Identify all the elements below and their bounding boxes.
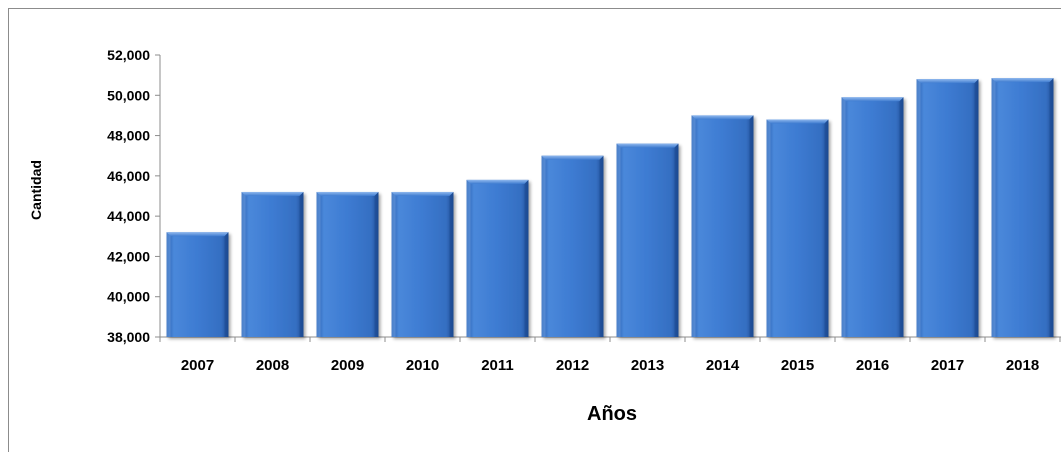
bar-body xyxy=(841,97,904,337)
bar xyxy=(241,191,304,337)
bar-cap xyxy=(166,232,229,237)
bar-bevel-right xyxy=(974,79,979,338)
x-tick-label: 2016 xyxy=(856,357,889,374)
y-tick-label: 50,000 xyxy=(107,87,150,103)
bar-body xyxy=(241,191,304,337)
bar-cap xyxy=(316,191,379,196)
bar xyxy=(391,191,454,337)
bar-body xyxy=(316,191,379,337)
x-axis-label: Años xyxy=(587,403,637,425)
x-tick-label: 2010 xyxy=(406,357,439,374)
bar xyxy=(991,78,1054,338)
bar-cap xyxy=(391,191,454,196)
x-tick-label: 2008 xyxy=(256,357,289,374)
bar-bevel-left xyxy=(541,155,546,337)
y-tick-label: 44,000 xyxy=(107,208,150,224)
bar-cap xyxy=(691,115,754,120)
bar-bevel-right xyxy=(749,115,754,337)
bar-bevel-right xyxy=(674,143,679,337)
x-tick-label: 2015 xyxy=(781,357,814,374)
bar-cap xyxy=(916,79,979,84)
bar xyxy=(916,79,979,338)
bar xyxy=(616,143,679,337)
x-tick-label: 2012 xyxy=(556,357,589,374)
bars-group xyxy=(166,78,1054,338)
bar-body xyxy=(541,155,604,337)
x-tick-label: 2009 xyxy=(331,357,364,374)
bar-bevel-left xyxy=(466,179,471,337)
y-tick-label: 48,000 xyxy=(107,128,150,144)
bar xyxy=(166,232,229,337)
bar xyxy=(691,115,754,337)
bar-cap xyxy=(616,143,679,148)
bar-body xyxy=(766,119,829,337)
bar-bevel-left xyxy=(991,78,996,338)
bar xyxy=(541,155,604,337)
bar-body xyxy=(916,79,979,338)
y-tick-label: 40,000 xyxy=(107,289,150,305)
x-tick-label: 2007 xyxy=(181,357,214,374)
bar-bevel-left xyxy=(916,79,921,338)
x-tick-label: 2017 xyxy=(931,357,964,374)
bar xyxy=(316,191,379,337)
bar-bevel-left xyxy=(766,119,771,337)
y-tick-label: 42,000 xyxy=(107,248,150,264)
x-tick-label: 2011 xyxy=(481,357,514,374)
bar xyxy=(466,179,529,337)
bar-bevel-left xyxy=(691,115,696,337)
bar-bevel-right xyxy=(374,191,379,337)
y-tick-label: 38,000 xyxy=(107,329,150,345)
bar-bevel-left xyxy=(316,191,321,337)
x-tick-label: 2013 xyxy=(631,357,664,374)
x-axis: 2007 2008 2009 2010 2011 2012 2013 2014 2015 2016… xyxy=(159,336,1061,374)
bar-bevel-right xyxy=(449,191,454,337)
bar-bevel-right xyxy=(599,155,604,337)
bar-bevel-left xyxy=(391,191,396,337)
bar-bevel-left xyxy=(166,232,171,337)
bar-body xyxy=(691,115,754,337)
bar xyxy=(766,119,829,337)
x-tick-label: 2018 xyxy=(1006,357,1039,374)
bar-body xyxy=(391,191,454,337)
bar xyxy=(841,97,904,337)
x-tick-label: 2014 xyxy=(706,357,740,374)
bar-bevel-right xyxy=(524,179,529,337)
bar-cap xyxy=(241,191,304,196)
bar-body xyxy=(166,232,229,337)
bar-bevel-left xyxy=(841,97,846,337)
bar-cap xyxy=(466,179,529,184)
bar-bevel-right xyxy=(1049,78,1054,338)
bar-body xyxy=(466,179,529,337)
y-axis: 38,000 40,000 42,000 44,000 46,000 48,000 50,0… xyxy=(107,47,161,345)
y-axis-label: Cantidad xyxy=(28,160,44,220)
bar-cap xyxy=(991,78,1054,83)
bar-bevel-right xyxy=(899,97,904,337)
bar-body xyxy=(991,78,1054,338)
bar-bevel-left xyxy=(616,143,621,337)
bar-cap xyxy=(841,97,904,102)
bar-body xyxy=(616,143,679,337)
bar-bevel-right xyxy=(299,191,304,337)
y-tick-label: 52,000 xyxy=(107,47,150,63)
bar-cap xyxy=(766,119,829,124)
bar-bevel-right xyxy=(224,232,229,337)
bar-bevel-right xyxy=(824,119,829,337)
bar-bevel-left xyxy=(241,191,246,337)
y-tick-label: 46,000 xyxy=(107,168,150,184)
bar-cap xyxy=(541,155,604,160)
